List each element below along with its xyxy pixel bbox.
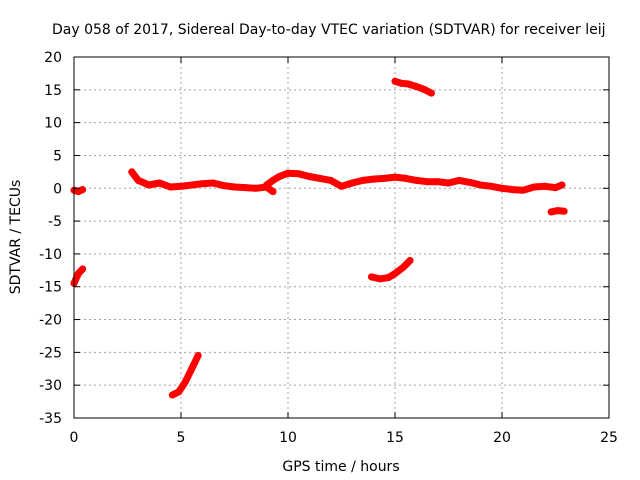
x-tick-label: 10 — [279, 430, 297, 446]
data-point — [348, 179, 356, 187]
data-point — [385, 274, 393, 281]
data-point — [74, 270, 82, 278]
data-point — [316, 174, 324, 182]
data-point — [79, 265, 87, 273]
data-point — [295, 170, 303, 178]
data-point — [128, 168, 136, 176]
data-point — [188, 181, 196, 189]
y-tick-label: -5 — [48, 214, 62, 230]
data-point — [79, 186, 87, 194]
data-point — [156, 179, 164, 187]
data-point — [391, 270, 399, 278]
x-tick-label: 15 — [386, 430, 404, 446]
grid-lines — [74, 57, 609, 418]
data-point — [391, 77, 399, 85]
data-point — [145, 181, 153, 189]
data-point — [168, 391, 176, 399]
data-point — [487, 182, 495, 190]
data-point — [177, 182, 185, 190]
x-tick-label: 25 — [600, 430, 618, 446]
data-point — [134, 176, 142, 184]
y-tick-label: -30 — [39, 378, 62, 394]
data-point — [181, 378, 189, 386]
data-point — [530, 183, 538, 191]
data-point — [402, 174, 410, 182]
y-tick-label: -20 — [39, 313, 62, 329]
data-point — [194, 352, 202, 360]
data-point — [421, 86, 429, 94]
data-segment — [168, 352, 202, 399]
data-point — [305, 173, 313, 180]
data-point — [166, 183, 174, 191]
data-point — [412, 176, 420, 184]
data-point — [519, 186, 527, 194]
data-point — [558, 181, 566, 189]
data-point — [477, 181, 485, 189]
y-tick-label: 20 — [44, 50, 62, 66]
data-point — [209, 179, 217, 187]
chart-title: Day 058 of 2017, Sidereal Day-to-day VTE… — [52, 22, 606, 38]
data-point — [547, 208, 555, 216]
y-tick-label: 10 — [44, 116, 62, 132]
y-tick-label: -35 — [39, 411, 62, 427]
data-point — [397, 79, 405, 87]
y-tick-label: -10 — [39, 247, 62, 263]
data-point — [269, 188, 277, 196]
data-point — [406, 257, 414, 264]
data-point — [327, 176, 335, 184]
data-point — [338, 182, 345, 190]
data-point — [198, 180, 206, 188]
data-point — [391, 173, 399, 181]
data-point — [263, 181, 271, 189]
data-point — [284, 169, 292, 177]
data-point — [498, 184, 506, 192]
data-point — [241, 184, 249, 192]
x-axis-title: GPS time / hours — [282, 459, 399, 475]
data-point — [231, 183, 238, 191]
data-point — [269, 176, 277, 184]
data-point — [412, 83, 420, 90]
data-point — [370, 175, 378, 183]
data-point — [427, 89, 435, 97]
plot-frame — [73, 56, 610, 419]
y-tick-label: -25 — [39, 345, 62, 361]
y-tick-label: -15 — [39, 280, 62, 296]
data-point — [455, 176, 463, 184]
y-tick-label: 0 — [53, 181, 62, 197]
data-point — [368, 273, 375, 281]
data-point — [376, 275, 384, 283]
y-tick-label: 5 — [53, 148, 62, 164]
data-point — [252, 184, 260, 192]
data-point — [275, 173, 283, 180]
data-point — [445, 179, 452, 187]
x-tick-label: 5 — [177, 430, 186, 446]
data-series — [70, 77, 568, 399]
data-point — [552, 184, 559, 192]
data-point — [400, 263, 408, 271]
y-tick-label: 15 — [44, 83, 62, 99]
data-point — [188, 365, 196, 373]
data-point — [380, 174, 388, 182]
data-point — [434, 178, 442, 186]
x-tick-label: 20 — [493, 430, 511, 446]
data-point — [541, 182, 549, 190]
data-point — [220, 182, 228, 190]
data-point — [359, 176, 367, 184]
data-point — [466, 178, 474, 186]
data-point — [423, 178, 431, 186]
data-point — [560, 207, 568, 215]
data-point — [554, 207, 562, 215]
data-point — [175, 388, 183, 396]
data-point — [509, 186, 517, 194]
y-axis-title: SDTVAR / TECUs — [8, 180, 24, 295]
axis-ticks: 0 5 10 15 20 25 -35 -30 -25 -20 -15 -10 -5 0 5 10 15 20 — [39, 50, 618, 446]
data-point — [404, 80, 412, 88]
x-tick-label: 0 — [70, 430, 79, 446]
